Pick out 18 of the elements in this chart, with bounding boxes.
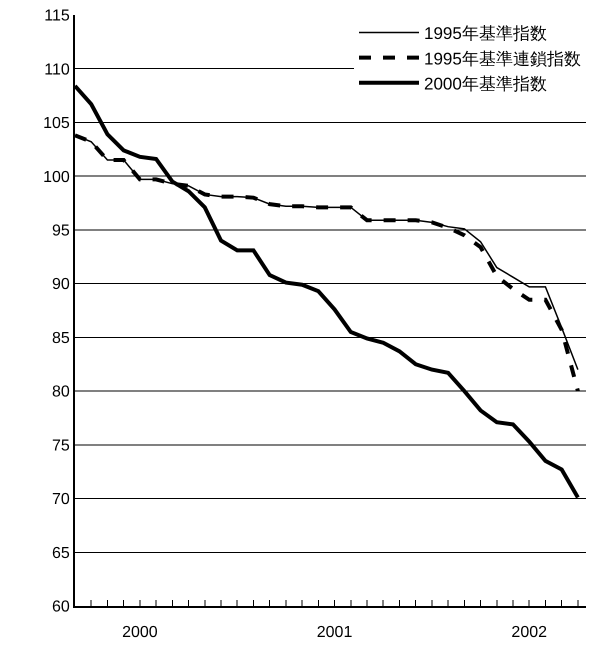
y-tick-label: 65: [52, 544, 70, 562]
x-tick-label: 2002: [511, 624, 548, 642]
x-tick-label: 2000: [122, 624, 158, 642]
y-tick-label: 80: [52, 384, 70, 401]
legend-label: 2000年基準指数: [424, 74, 547, 94]
y-tick-label: 70: [52, 491, 70, 508]
y-tick-label: 60: [52, 598, 70, 616]
legend-label: 1995年基準指数: [424, 24, 547, 44]
legend-label: 1995年基準連鎖指数: [424, 49, 581, 68]
y-tick-label: 85: [52, 330, 70, 347]
y-tick-label: 95: [52, 222, 70, 240]
y-tick-label: 90: [52, 276, 70, 294]
y-tick-label: 110: [44, 61, 70, 78]
x-tick-label: 2001: [316, 624, 352, 642]
y-tick-label: 115: [44, 8, 70, 25]
y-tick-label: 75: [52, 437, 70, 454]
y-tick-label: 105: [43, 115, 70, 132]
y-tick-label: 100: [43, 168, 70, 186]
